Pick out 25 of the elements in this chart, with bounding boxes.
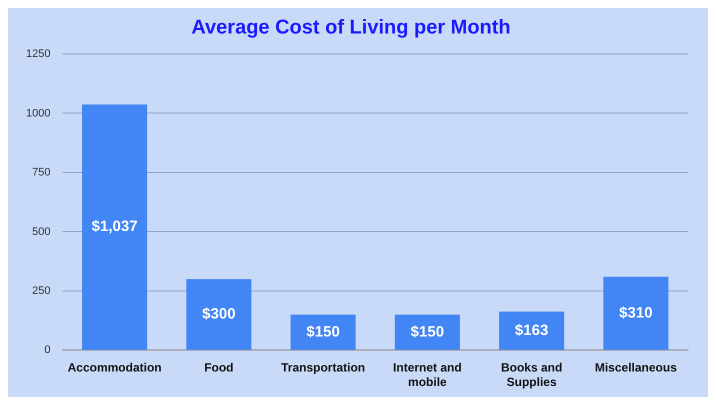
- x-tick-label: Internet and mobile: [393, 360, 462, 390]
- x-tick-label: Accommodation: [68, 360, 162, 375]
- x-tick-label: Miscellaneous: [594, 360, 678, 375]
- data-label: $310: [619, 304, 653, 322]
- y-tick-label: 1000: [26, 107, 50, 120]
- bar: [82, 104, 148, 350]
- data-label: $150: [306, 323, 340, 340]
- bar: [290, 314, 356, 350]
- data-label: $163: [514, 322, 548, 339]
- bar: [499, 312, 564, 350]
- data-label: $300: [202, 306, 236, 323]
- y-tick-label: 500: [32, 226, 50, 238]
- y-tick-label: 750: [32, 166, 50, 179]
- data-label: $1,037: [92, 218, 138, 236]
- chart-title: Average Cost of Living per Month: [191, 16, 511, 39]
- bar: [186, 279, 252, 350]
- y-tick-label: 250: [32, 284, 50, 297]
- bar: [603, 276, 668, 350]
- x-tick-label: Food: [204, 360, 234, 375]
- y-tick-label: 0: [44, 344, 50, 356]
- y-tick-label: 1250: [26, 48, 50, 60]
- bar: [394, 314, 460, 350]
- x-tick-label: Transportation: [281, 360, 366, 375]
- x-tick-label: Books and Supplies: [500, 360, 562, 390]
- data-label: $150: [410, 323, 444, 340]
